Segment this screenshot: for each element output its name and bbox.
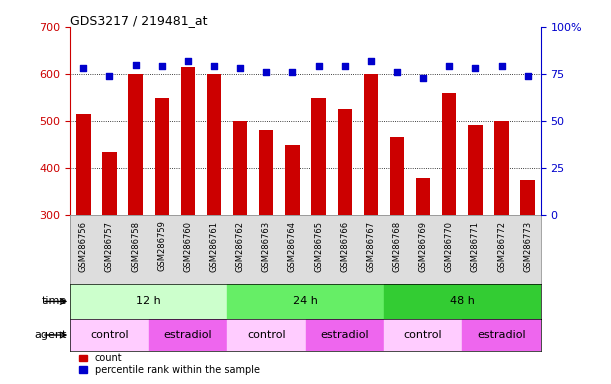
Text: GSM286760: GSM286760 [183,220,192,271]
Text: GSM286770: GSM286770 [445,220,454,271]
Text: GSM286762: GSM286762 [236,220,244,271]
Bar [390,137,404,215]
Point [235,65,245,71]
Point [288,69,298,75]
Point [419,74,428,81]
Bar [521,180,535,215]
Text: GSM286758: GSM286758 [131,220,140,271]
Point [392,69,402,75]
Bar [384,284,541,319]
Text: GSM286763: GSM286763 [262,220,271,272]
Bar [155,98,169,215]
Text: GSM286759: GSM286759 [157,220,166,271]
Bar [227,319,306,351]
Bar [207,74,221,215]
Point [366,58,376,64]
Bar [259,131,274,215]
Text: GSM286773: GSM286773 [523,220,532,272]
Bar [76,114,90,215]
Bar [233,121,247,215]
Text: GDS3217 / 219481_at: GDS3217 / 219481_at [70,14,208,27]
Point [209,63,219,70]
Bar [384,319,463,351]
Text: agent: agent [35,330,67,340]
Bar [181,67,195,215]
Text: GSM286769: GSM286769 [419,220,428,271]
Point [78,65,88,71]
Point [131,61,141,68]
Point [523,73,533,79]
Bar [227,284,384,319]
Bar [128,74,143,215]
Point [444,63,454,70]
Text: control: control [404,330,442,340]
Point [262,69,271,75]
Point [313,63,323,70]
Bar [306,319,384,351]
Text: GSM286772: GSM286772 [497,220,506,271]
Point [157,63,167,70]
Bar [337,109,352,215]
Bar [463,319,541,351]
Legend: count, percentile rank within the sample: count, percentile rank within the sample [75,349,263,379]
Text: GSM286757: GSM286757 [105,220,114,271]
Bar [364,74,378,215]
Bar [442,93,456,215]
Text: GSM286764: GSM286764 [288,220,297,271]
Text: GSM286768: GSM286768 [392,220,401,272]
Text: GSM286761: GSM286761 [210,220,219,271]
Bar [468,125,483,215]
Bar [416,178,430,215]
Bar [102,152,117,215]
Text: control: control [247,330,285,340]
Bar [494,121,509,215]
Text: GSM286766: GSM286766 [340,220,349,272]
Text: estradiol: estradiol [320,330,369,340]
Text: time: time [42,296,67,306]
Point [470,65,480,71]
Point [104,73,114,79]
Bar [148,319,227,351]
Point [497,63,507,70]
Bar [70,284,227,319]
Text: 24 h: 24 h [293,296,318,306]
Point [183,58,193,64]
Text: GSM286767: GSM286767 [367,220,375,272]
Point [340,63,349,70]
Text: GSM286756: GSM286756 [79,220,88,271]
Text: estradiol: estradiol [477,330,526,340]
Text: 12 h: 12 h [136,296,161,306]
Text: GSM286771: GSM286771 [471,220,480,271]
Bar [312,98,326,215]
Bar [70,319,148,351]
Text: GSM286765: GSM286765 [314,220,323,271]
Text: 48 h: 48 h [450,296,475,306]
Bar [285,146,299,215]
Text: control: control [90,330,129,340]
Text: estradiol: estradiol [164,330,212,340]
